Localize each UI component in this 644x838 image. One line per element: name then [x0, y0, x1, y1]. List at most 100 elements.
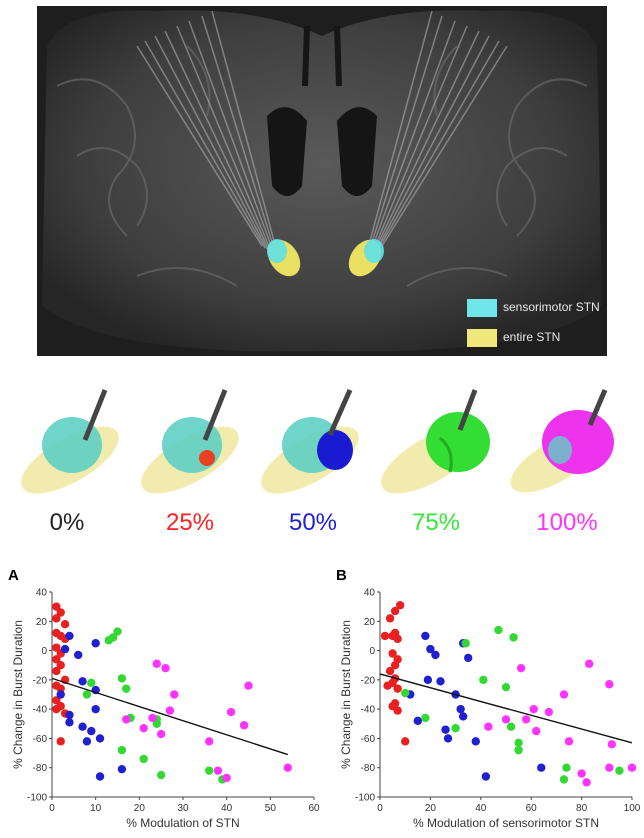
scatter-point: [461, 639, 470, 648]
x-tick-label: 30: [177, 803, 189, 814]
scatter-point: [213, 766, 223, 775]
scatter-point: [431, 650, 440, 660]
scatter-panel-a: A 40 20 0 -20 -40 -60 -80 -100 0 10 20 30 40 50 60% Mo…: [0, 565, 322, 833]
scatter-point: [388, 649, 397, 658]
x-tick-label: 60: [526, 803, 538, 814]
scatter-point: [395, 600, 405, 610]
scatter-point: [426, 644, 435, 654]
scatter-point: [393, 684, 402, 693]
y-tick-label: 40: [364, 588, 376, 599]
scatter-point: [156, 770, 166, 780]
scatter-point: [52, 704, 61, 714]
scatter-point: [82, 737, 92, 746]
mri-legend: sensorimotor STN entire STN: [463, 293, 603, 355]
y-tick-label: 0: [41, 646, 47, 657]
scatter-point: [501, 682, 511, 692]
scatter-point: [165, 706, 175, 715]
scatter-point: [441, 725, 450, 734]
scatter-point: [607, 740, 617, 749]
y-tick-label: -100: [27, 793, 47, 804]
scatter-point: [514, 738, 523, 748]
legend-label: sensorimotor STN: [503, 300, 600, 314]
scatter-point: [65, 631, 74, 641]
scatter-point: [390, 661, 400, 670]
scatter-point: [393, 634, 402, 644]
scatter-point: [82, 690, 92, 699]
legend-item-sensorimotor: sensorimotor STN: [463, 297, 603, 319]
stn-model-25: [141, 389, 239, 494]
scatter-point: [401, 688, 410, 698]
stn-model-100: [510, 389, 614, 493]
scatter-point: [421, 631, 430, 641]
modulation-label: 0%: [49, 509, 85, 536]
panel-letter: B: [336, 567, 347, 584]
modulation-label: 50%: [288, 509, 338, 536]
x-tick-label: 40: [221, 803, 233, 814]
scatter-point: [95, 734, 105, 743]
scatter-point: [582, 778, 591, 787]
x-tick-label: 0: [49, 803, 55, 814]
y-tick-label: -80: [361, 763, 376, 774]
y-tick-label: 40: [36, 588, 48, 599]
scatter-point: [52, 614, 61, 623]
x-tick-label: 50: [265, 803, 277, 814]
scatter-point: [148, 713, 157, 723]
scatter-point: [484, 722, 493, 731]
scatter-point: [52, 696, 61, 705]
scatter-point: [87, 726, 96, 736]
x-tick-label: 80: [576, 803, 588, 814]
scatter-point: [615, 766, 624, 775]
mri-illustration: [37, 6, 607, 356]
scatter-point: [65, 710, 74, 720]
scatter-point: [283, 763, 292, 772]
scatter-point: [56, 690, 65, 699]
legend-label: entire STN: [503, 330, 561, 344]
y-tick-label: -40: [33, 705, 48, 716]
scatter-point: [156, 729, 166, 739]
x-tick-label: 100: [624, 803, 641, 814]
modulation-label: 75%: [411, 509, 461, 536]
scatter-point: [509, 633, 518, 642]
scatter-point: [529, 704, 538, 714]
scatter-point: [605, 763, 614, 772]
y-tick-label: -40: [361, 705, 376, 716]
scatter-point: [501, 715, 511, 724]
scatter-point: [122, 684, 131, 693]
scatter-point: [56, 737, 65, 746]
modulation-label: 100%: [536, 509, 598, 536]
scatter-point: [139, 723, 148, 733]
scatter-point: [222, 773, 231, 783]
x-tick-label: 60: [308, 803, 320, 814]
scatter-point: [421, 713, 430, 723]
scatter-point: [481, 772, 491, 781]
scatter-point: [52, 655, 61, 664]
scatter-point: [117, 764, 127, 774]
scatter-point: [577, 769, 586, 778]
panel-letter: A: [8, 567, 19, 584]
scatter-point: [458, 712, 468, 721]
legend-swatch: [467, 329, 497, 347]
x-tick-label: 10: [90, 803, 102, 814]
scatter-panel-b: B 40 20 0 -20 -40 -60 -80 -100 0 20 40 60 80 100% Mod…: [322, 565, 644, 833]
y-tick-label: -20: [361, 675, 376, 686]
scatter-point: [104, 636, 113, 645]
scatter-point: [401, 737, 410, 746]
scatter-point: [494, 625, 503, 635]
y-axis-label: % Change in Burst Duration: [11, 620, 25, 769]
scatter-point: [56, 684, 65, 693]
stn-model-50: [261, 388, 359, 494]
scatter-point: [56, 661, 65, 670]
scatter-point: [170, 690, 179, 699]
scatter-point: [562, 763, 571, 772]
scatter-point: [464, 653, 473, 663]
stn-models: [21, 388, 614, 494]
scatter-point: [91, 704, 100, 714]
trend-line: [51, 677, 289, 756]
scatter-point: [139, 754, 148, 764]
scatter-point: [537, 763, 546, 772]
scatter-point: [516, 663, 526, 673]
scatter-point: [74, 650, 83, 660]
x-axis-label: % Modulation of sensorimotor STN: [413, 816, 599, 830]
